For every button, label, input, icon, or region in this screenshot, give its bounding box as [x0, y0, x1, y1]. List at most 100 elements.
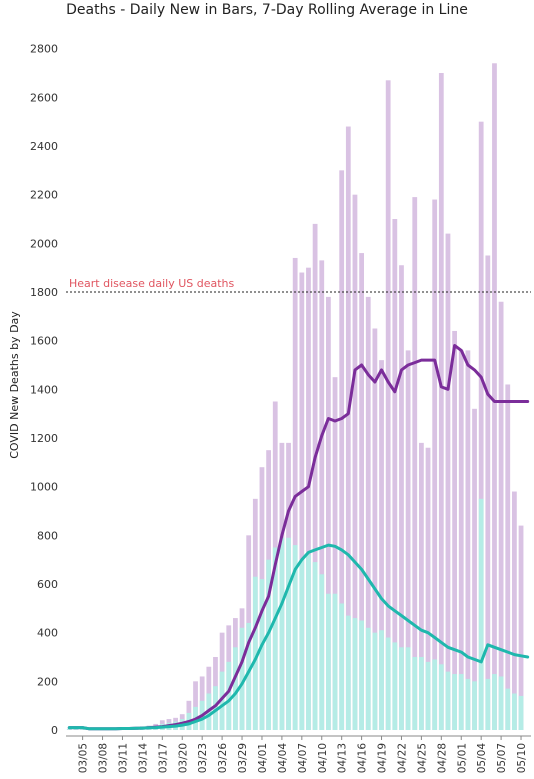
bars-back-bar [352, 194, 358, 730]
bars-front-bar [452, 674, 457, 730]
y-tick-label: 2000 [30, 237, 58, 250]
bars-back-bar [432, 199, 438, 731]
bars-back-bar [312, 223, 318, 730]
bars-back-bar [345, 126, 351, 730]
x-tick-label: 04/13 [337, 743, 349, 773]
x-tick-label: 05/01 [456, 743, 468, 773]
bars-front-bar [233, 647, 238, 730]
x-tick-label: 03/26 [217, 743, 229, 774]
bars-back-bar [419, 442, 424, 730]
bars-back-bar [399, 265, 404, 730]
bars-front-bar [438, 664, 444, 730]
bars-back-bar [492, 63, 497, 730]
x-tick-label: 04/22 [396, 743, 408, 773]
bars-front-bar [339, 603, 345, 730]
bars-back-bar [438, 73, 444, 730]
bars-back-bar [319, 260, 325, 730]
bars-back-bar [193, 681, 198, 730]
y-tick-label: 2400 [30, 140, 58, 153]
bars-front-bar [259, 579, 265, 730]
bars-front-bar [359, 620, 364, 730]
bars-front-bar [226, 661, 232, 730]
bars-front-bar [345, 615, 351, 730]
bars-back-bar [372, 328, 378, 730]
bars-back-bar [445, 233, 451, 730]
bars-back-bar [452, 330, 457, 730]
bars-back-bar [505, 384, 511, 730]
y-axis-label: COVID New Deaths by Day [8, 311, 21, 459]
y-tick-label: 1200 [30, 432, 58, 445]
bars-front-bar [312, 562, 318, 730]
bars-front-bar [478, 498, 484, 730]
bars-front-bar [326, 593, 331, 730]
bars-front-bar [279, 537, 285, 730]
bars-front-bar [319, 574, 325, 730]
bars-front-bar [299, 559, 305, 730]
y-tick-label: 400 [37, 627, 58, 640]
x-tick-label: 03/17 [157, 743, 169, 773]
x-tick-label: 03/11 [117, 743, 129, 773]
bars-front-bar [445, 671, 451, 730]
bars-back-bar [412, 197, 418, 730]
bars-back-bar [425, 447, 431, 730]
bars-front-bar [246, 622, 252, 730]
y-tick-label: 600 [37, 578, 58, 591]
x-tick-label: 05/07 [496, 743, 508, 773]
x-tick-label: 05/10 [516, 743, 528, 773]
lines-group [67, 344, 530, 731]
bars-back-bar [339, 170, 345, 730]
x-tick-label: 03/08 [98, 743, 110, 773]
x-tick-label: 05/04 [476, 743, 488, 774]
bars-back-bar [405, 350, 411, 730]
chart-title: Deaths - Daily New in Bars, 7-Day Rollin… [66, 2, 468, 18]
x-tick-label: 04/01 [257, 743, 269, 773]
bars-front-bar [518, 695, 524, 730]
y-tick-label: 0 [51, 724, 58, 737]
bars-front-bar [512, 693, 517, 730]
bars-back-bar [299, 272, 305, 730]
bars-front-bar [213, 686, 218, 730]
bars-back-bar [326, 296, 331, 730]
bars-front-bar [498, 676, 504, 730]
bars-back-bar [379, 360, 384, 730]
bars-front-bar [219, 671, 225, 730]
bars-front-bar [266, 559, 271, 730]
bars-front-bar [352, 618, 358, 730]
y-axis: 0 200 400 600 800 1000 1200 1400 1600 1800 2000 220… [30, 43, 58, 737]
bars-front-bar [412, 657, 418, 730]
y-tick-label: 1400 [30, 383, 58, 396]
bars-back-bar [478, 121, 484, 731]
x-tick-label: 03/23 [197, 743, 209, 773]
reference-label: Heart disease daily US deaths [69, 277, 235, 290]
bars-front-bar [432, 659, 438, 730]
x-tick-label: 03/05 [78, 743, 90, 773]
x-tick-label: 04/19 [377, 743, 389, 773]
bars-front-bar [505, 688, 511, 730]
x-tick-label: 04/04 [277, 743, 289, 774]
bars-front-bar [332, 593, 338, 730]
bars-back-bar [365, 296, 371, 730]
bars-back-bar [292, 257, 298, 730]
x-tick-label: 03/20 [177, 743, 189, 773]
bars-front-bar [365, 627, 371, 730]
y-tick-label: 1600 [30, 335, 58, 348]
x-tick-label: 03/29 [237, 743, 249, 773]
bars-front-group [66, 498, 524, 730]
bars-back-bar [512, 491, 517, 730]
y-tick-label: 2600 [30, 91, 58, 104]
bars-back-bar [472, 408, 477, 730]
bars-back-bar [392, 219, 398, 730]
bars-front-bar [379, 630, 384, 730]
bars-front-bar [272, 547, 278, 730]
bars-front-bar [425, 661, 431, 730]
bars-front-bar [385, 637, 391, 730]
y-tick-label: 1800 [30, 286, 58, 299]
bars-front-bar [292, 545, 298, 730]
bars-back-bar [306, 267, 311, 730]
x-axis: 03/05 03/08 03/11 03/14 03/17 03/20 03/23 03/26… [66, 735, 531, 774]
bars-front-bar [485, 678, 491, 730]
bars-back-bar [518, 525, 524, 730]
bars-front-bar [252, 576, 258, 730]
bars-front-bar [73, 729, 79, 730]
